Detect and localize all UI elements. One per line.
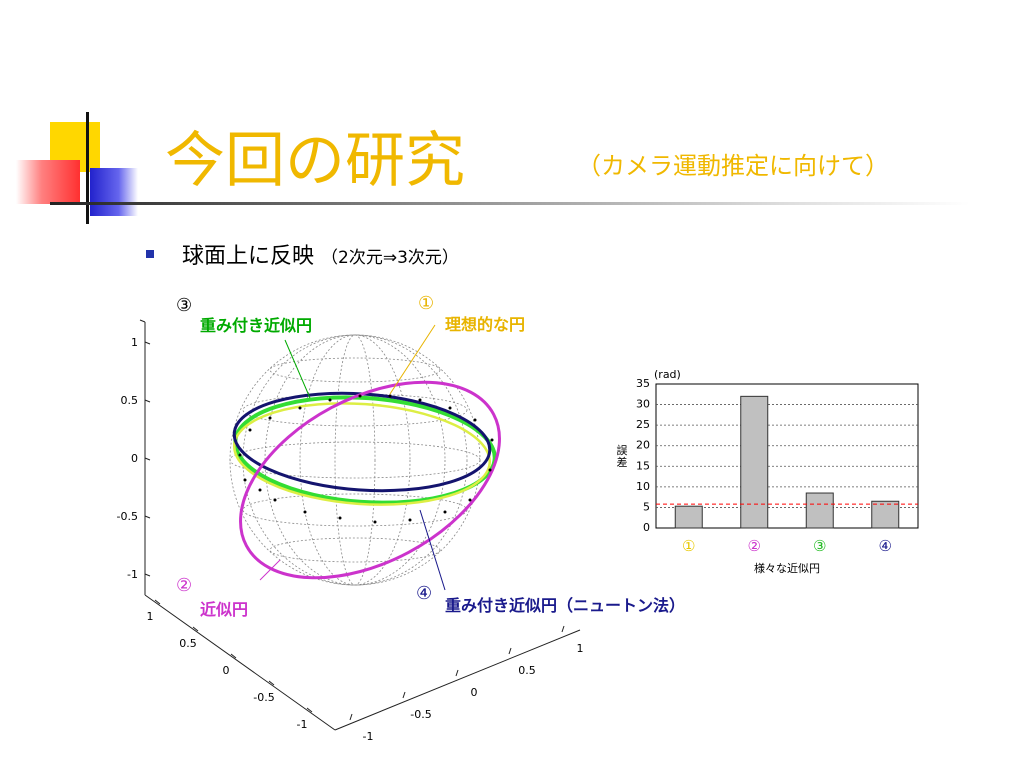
annotation-4-number: ④ [416,583,433,604]
title-underline [50,202,970,205]
y-tick-label: 0.5 [518,664,536,677]
category-label: ③ [813,537,826,555]
x-tick-label: 1 [147,610,154,623]
category-label: ④ [879,537,892,555]
category-label: ② [748,537,761,555]
z-tick-label: 0 [131,452,138,465]
y-tick-label: 25 [636,418,650,431]
y-tick-label: 35 [636,377,650,390]
z-tick-label: -1 [127,568,138,581]
y-tick-label: 0 [471,686,478,699]
y-tick-label: 15 [636,459,650,472]
annotation-2-number: ② [176,575,193,596]
circle-2-approx [239,380,501,580]
page-subtitle: （カメラ運動推定に向けて） [577,152,889,180]
bullet-text: 球面上に反映 [182,244,315,269]
bar [871,500,900,529]
page-title: 今回の研究 [165,126,465,196]
y-tick-label: 0 [643,521,650,534]
annotation-3-number: ③ [176,295,193,316]
sphere-plot: 1 0.5 0 -0.5 -1 1 0.5 0 -0.5 -1 -1 -0.5 0 0.5 1 [117,319,584,743]
x-tick-label: -1 [297,718,308,731]
annotation-1-number: ① [418,293,435,314]
bar [805,492,834,529]
y-axis-label: 差 [617,455,628,469]
x-tick-label: 0.5 [179,637,197,650]
y-tick-label: -1 [363,730,374,743]
deco-blue-square [90,168,138,216]
y-tick-label: -0.5 [410,708,431,721]
bullet-subtext: （2次元⇒3次元） [321,248,459,268]
annotation-2-label: 近似円 [200,600,249,619]
bullet-marker [146,250,154,258]
x-tick-label: 0 [223,664,230,677]
annotation-4-label: 重み付き近似円（ニュートン法） [445,596,686,615]
deco-vertical-line [86,112,89,224]
y-axis-label: 誤 [617,443,628,457]
x-axis-label: 様々な近似円 [754,561,820,575]
deco-red-square [16,160,80,204]
z-tick-label: 0.5 [121,394,139,407]
z-tick-label: -0.5 [117,510,138,523]
bar [740,395,769,529]
bullet-item: 球面上に反映 （2次元⇒3次元） [182,238,459,270]
circle-1-ideal [233,402,491,506]
annotation-3-label: 重み付き近似円 [200,316,313,335]
x-tick-label: -0.5 [253,691,274,704]
y-tick-label: 20 [636,439,650,452]
z-tick-label: 1 [131,336,138,349]
y-tick-label: 10 [636,480,650,493]
bar [674,505,703,529]
y-tick-label: 30 [636,398,650,411]
y-tick-label: 1 [577,642,584,655]
unit-label: (rad) [654,368,681,381]
y-tick-label: 5 [643,500,650,513]
error-bar-chart: (rad) 0 5 10 15 20 25 30 35 ① ② ③ ④ 様々な近似円 誤差 [617,368,919,575]
annotation-1-label: 理想的な円 [445,315,526,334]
category-label: ① [682,537,695,555]
